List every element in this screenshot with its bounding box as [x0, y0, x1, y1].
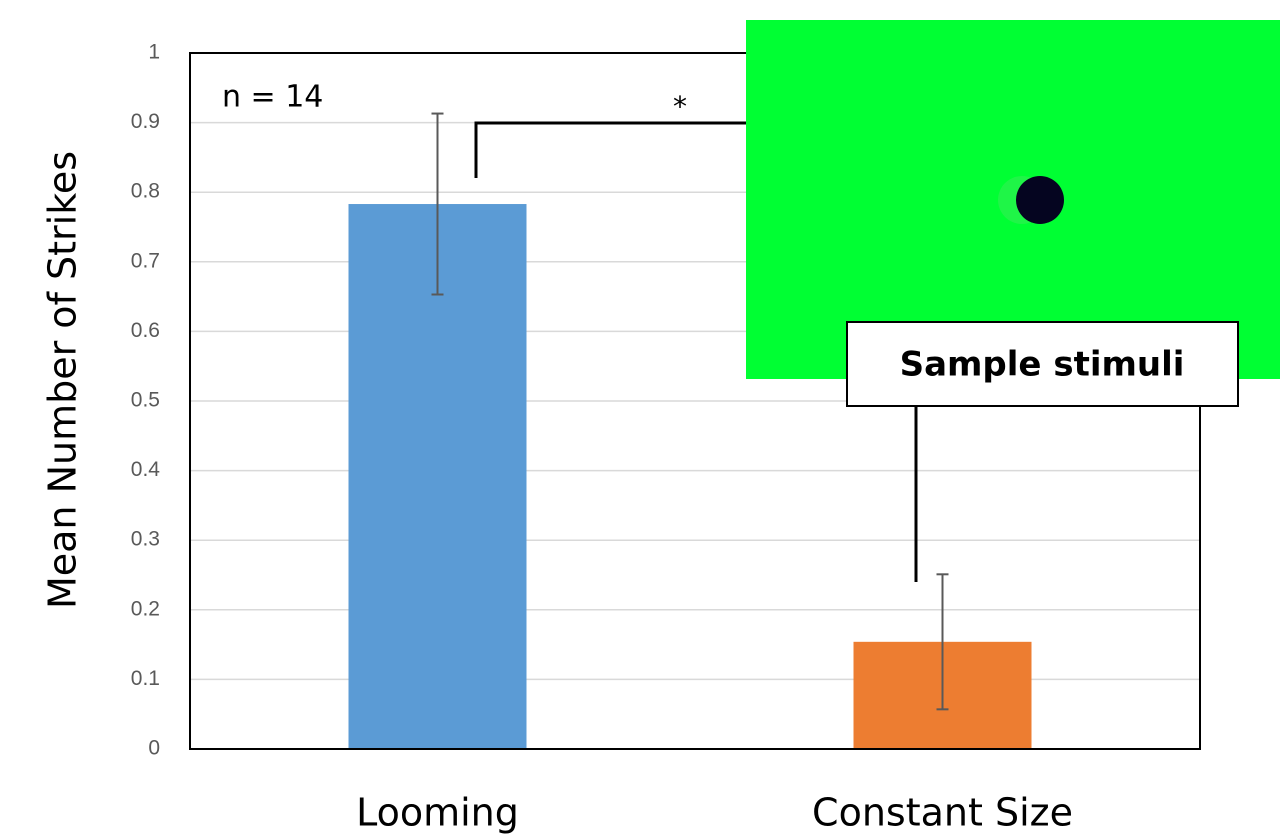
chart: 0 0.1 0.2 0.3 0.4 0.5 0.6 0.7 0.8 0.9 1 Mean Numbe…: [0, 0, 1280, 837]
x-tick-label: Constant Size: [812, 791, 1073, 835]
significance-bracket: [476, 123, 746, 178]
y-axis-label: Mean Number of Strikes: [41, 151, 85, 609]
y-tick-label: 0.3: [131, 528, 160, 551]
stimulus-dot: [1016, 176, 1064, 224]
callout-text: Sample stimuli: [900, 345, 1185, 385]
x-tick-label: Looming: [356, 791, 519, 835]
y-tick-label: 0: [148, 737, 160, 760]
y-tick-label: 0.5: [131, 389, 160, 412]
y-tick-label: 0.1: [131, 667, 160, 690]
y-tick-label: 0.4: [131, 458, 161, 481]
y-tick-label: 0.9: [131, 110, 160, 133]
y-tick-label: 0.7: [131, 249, 160, 272]
sample-size: n = 14: [222, 80, 323, 115]
y-tick-label: 0.8: [131, 180, 160, 203]
y-tick-label: 0.2: [131, 597, 160, 620]
y-tick-label: 1: [148, 41, 160, 64]
y-tick-label: 0.6: [131, 319, 160, 342]
significance-star: *: [673, 90, 687, 123]
